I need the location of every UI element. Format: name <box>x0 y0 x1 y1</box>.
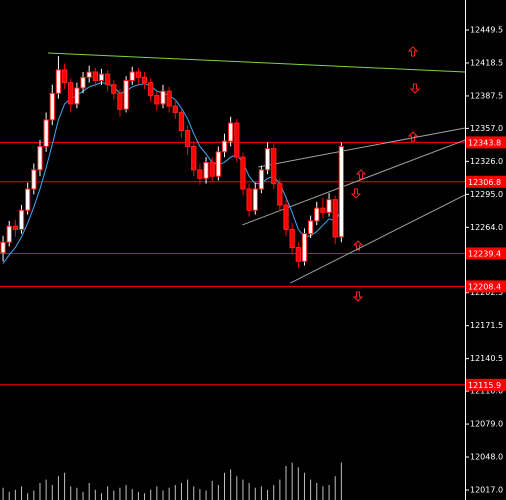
candle-body <box>271 148 277 185</box>
candle-body <box>111 84 117 94</box>
candle-body <box>135 71 142 78</box>
y-tick-label: 12295.0 <box>470 190 503 199</box>
candle-body <box>129 71 135 82</box>
y-tick-label: 12079.0 <box>470 420 503 429</box>
level-label: 12343.8 <box>468 138 501 147</box>
down-arrow <box>350 188 362 199</box>
y-tick-label: 12171.5 <box>470 321 503 330</box>
candle-body <box>55 69 62 94</box>
candle-body <box>320 207 326 213</box>
candle-body <box>172 105 178 113</box>
candle-body <box>117 92 123 110</box>
level-label: 12306.8 <box>468 178 501 187</box>
moving-average <box>2 82 342 264</box>
y-tick-label: 12326.0 <box>470 157 503 166</box>
y-tick-label: 12449.5 <box>470 25 503 34</box>
y-tick-label: 12110.0 <box>470 387 503 396</box>
candle-body <box>234 122 240 158</box>
trendline <box>242 139 466 226</box>
candle-body <box>277 183 283 206</box>
candle-body <box>49 92 55 121</box>
candle-body <box>184 130 191 147</box>
candle-body <box>197 169 203 179</box>
candle-body <box>314 207 320 222</box>
y-tick-label: 12017.0 <box>470 486 503 495</box>
up-arrow <box>352 240 364 251</box>
candle-body <box>92 71 98 82</box>
candle-body <box>86 71 92 78</box>
level-label-box <box>466 247 506 260</box>
candle-body <box>283 204 289 230</box>
candle-body <box>307 220 314 235</box>
candle-body <box>301 233 308 262</box>
candle-body <box>18 209 25 230</box>
y-tick-label: 12264.0 <box>470 223 503 232</box>
trendline <box>47 52 466 73</box>
candle-body <box>258 169 265 190</box>
candle-body <box>209 161 215 177</box>
candle-body <box>246 188 252 211</box>
candle-body <box>295 247 301 262</box>
trendline <box>290 194 466 284</box>
candle-body <box>68 82 74 105</box>
level-label-box <box>466 136 506 149</box>
candle-body <box>25 188 31 211</box>
candle-body <box>154 94 160 105</box>
candle-body <box>31 169 37 190</box>
candle-body <box>12 225 19 230</box>
level-label: 12239.4 <box>468 249 501 258</box>
y-tick-label: 12357.0 <box>470 124 503 133</box>
up-arrow <box>407 131 419 142</box>
trendline <box>258 127 466 168</box>
down-arrow <box>352 291 364 302</box>
candle-body <box>191 145 197 171</box>
y-tick-label: 12418.5 <box>470 58 503 67</box>
candle-body <box>215 151 222 177</box>
candle-body <box>338 145 345 238</box>
candle-body <box>326 199 332 213</box>
candle-body <box>228 122 234 142</box>
down-arrow <box>409 83 421 94</box>
y-tick-label: 12202.5 <box>470 288 503 297</box>
candle-body <box>264 148 271 171</box>
candle-body <box>37 145 43 171</box>
candle-body <box>203 161 209 179</box>
candle-body <box>289 228 295 249</box>
candle-body <box>166 90 172 107</box>
candle-body <box>0 241 6 254</box>
y-tick-label: 12387.5 <box>470 91 503 100</box>
level-label-box <box>466 175 506 188</box>
candle-body <box>240 156 246 190</box>
candle-body <box>43 119 49 147</box>
y-tick-label: 12140.5 <box>470 354 503 363</box>
candle-body <box>104 73 111 86</box>
candle-body <box>123 80 129 110</box>
candle-body <box>74 87 80 105</box>
level-label-box <box>466 378 506 391</box>
candle-body <box>141 76 148 84</box>
level-label-box <box>466 280 506 293</box>
level-label: 12208.4 <box>468 282 501 291</box>
candle-body <box>178 111 185 132</box>
candle-body <box>221 140 228 153</box>
candle-body <box>332 199 338 238</box>
up-arrow <box>355 169 367 180</box>
candle-body <box>6 225 12 243</box>
signal-arrows <box>0 46 466 500</box>
candle-body <box>148 82 154 96</box>
y-tick-label: 12048.0 <box>470 453 503 462</box>
candle-body <box>80 76 86 89</box>
candle-body <box>160 90 166 105</box>
candle-body <box>252 188 258 211</box>
up-arrow <box>407 46 419 57</box>
candle-body <box>61 69 68 84</box>
candle-body <box>98 73 105 82</box>
level-label: 12115.9 <box>468 381 501 390</box>
